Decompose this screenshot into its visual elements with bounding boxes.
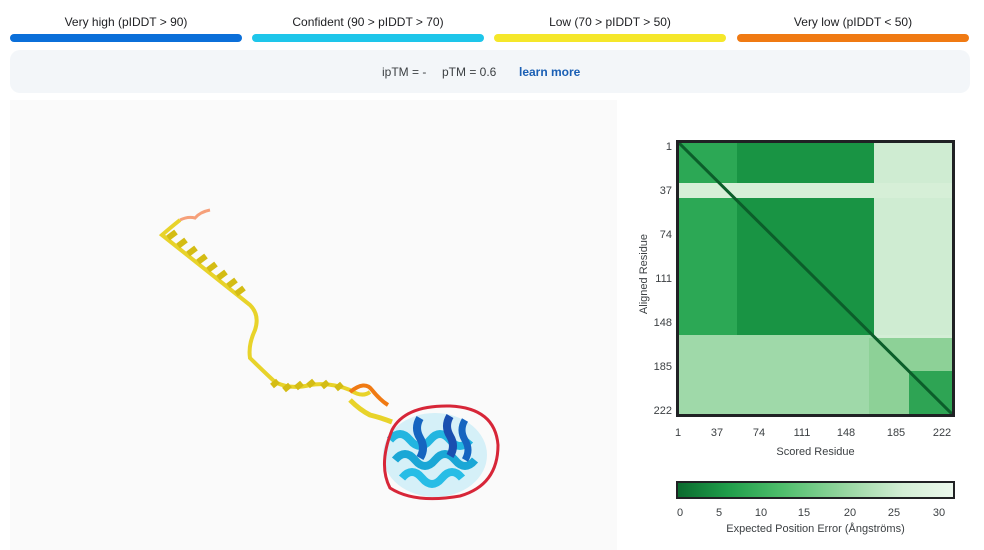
plddt-legend: Very high (pIDDT > 90) Confident (90 > p… <box>10 12 970 44</box>
legend-confident-label: Confident (90 > pIDDT > 70) <box>292 15 444 29</box>
x-tick: 222 <box>932 427 952 439</box>
legend-very-low-label: Very low (pIDDT < 50) <box>793 15 913 29</box>
legend-very-high-label: Very high (pIDDT > 90) <box>64 15 188 29</box>
colorbar-tick: 20 <box>843 507 857 519</box>
learn-more-link[interactable]: learn more <box>519 65 581 79</box>
x-tick: 37 <box>710 427 724 439</box>
ptm-value: pTM = 0.6 <box>442 65 497 79</box>
x-tick: 1 <box>674 427 682 439</box>
legend-low: Low (70 > pIDDT > 50) <box>494 12 726 44</box>
folded-domain <box>383 413 487 497</box>
structure-viewer[interactable] <box>10 100 617 550</box>
iptm-value: ipTM = - <box>382 65 427 79</box>
pae-heatmap[interactable] <box>676 140 955 417</box>
colorbar-tick: 25 <box>887 507 901 519</box>
y-tick: 148 <box>653 317 672 329</box>
legend-very-high: Very high (pIDDT > 90) <box>10 12 242 44</box>
metrics-panel: ipTM = - pTM = 0.6 learn more <box>10 50 970 93</box>
x-tick: 111 <box>793 427 811 439</box>
colorbar-tick: 5 <box>715 507 723 519</box>
legend-very-low-bar <box>737 34 969 42</box>
colorbar-tick: 15 <box>797 507 811 519</box>
colorbar-label: Expected Position Error (Ångströms) <box>726 523 905 535</box>
x-tick: 185 <box>886 427 906 439</box>
y-tick: 222 <box>653 405 672 417</box>
legend-confident: Confident (90 > pIDDT > 70) <box>252 12 484 44</box>
legend-very-high-bar <box>10 34 242 42</box>
pae-x-axis-label: Scored Residue <box>776 446 855 458</box>
highlight-circle <box>383 404 500 501</box>
pae-colorbar <box>676 481 955 499</box>
y-tick: 1 <box>665 141 672 153</box>
protein-structure-icon <box>158 208 500 501</box>
colorbar-tick: 10 <box>754 507 768 519</box>
y-tick: 74 <box>659 229 672 241</box>
legend-confident-bar <box>252 34 484 42</box>
legend-low-label: Low (70 > pIDDT > 50) <box>549 15 671 29</box>
legend-very-low: Very low (pIDDT < 50) <box>737 12 969 44</box>
y-tick: 185 <box>653 361 672 373</box>
y-tick: 111 <box>655 273 672 285</box>
y-tick: 37 <box>659 185 672 197</box>
x-tick: 148 <box>836 427 856 439</box>
colorbar-tick: 30 <box>932 507 946 519</box>
x-tick: 74 <box>752 427 766 439</box>
colorbar-tick: 0 <box>676 507 684 519</box>
legend-low-bar <box>494 34 726 42</box>
pae-plot: Aligned Residue 1 37 74 111 148 185 222 … <box>630 136 970 550</box>
